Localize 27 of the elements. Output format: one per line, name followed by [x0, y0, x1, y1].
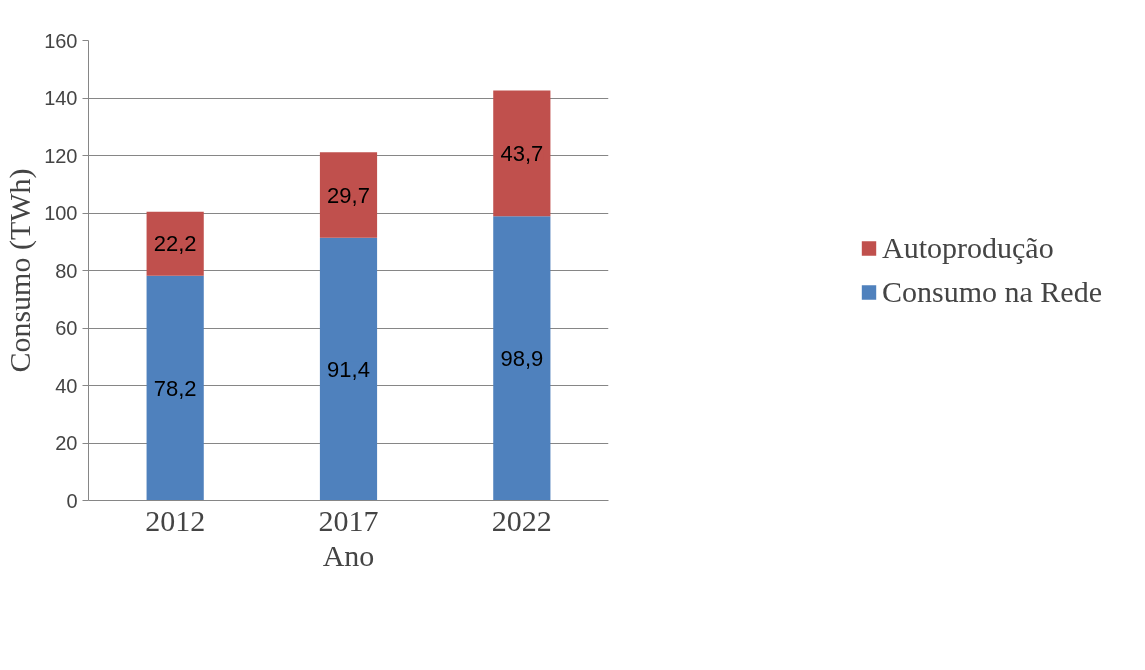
bar [319, 237, 378, 501]
data-label: 43,7 [500, 140, 544, 166]
y-tick-label: 60 [55, 317, 78, 339]
x-tick-label: 2022 [491, 503, 552, 537]
y-tick-label: 120 [44, 144, 78, 167]
y-axis-title: Consumo (TWh) [3, 168, 38, 373]
bar [319, 152, 378, 238]
y-tick-label: 100 [44, 202, 78, 224]
data-label: 91,4 [327, 356, 370, 382]
y-tick-label: 140 [44, 87, 78, 109]
data-label: 78,2 [153, 375, 197, 401]
legend-label: Autoprodução [882, 231, 1054, 265]
bar [146, 275, 204, 501]
y-tick-label: 20 [55, 432, 78, 454]
legend-label: Consumo na Rede [882, 275, 1102, 309]
x-tick-label: 2017 [318, 503, 379, 537]
y-tick-label: 0 [66, 489, 78, 512]
bar [493, 90, 551, 217]
y-tick-label: 160 [44, 29, 78, 52]
x-tick-label: 2012 [145, 503, 206, 537]
data-label: 29,7 [327, 182, 370, 208]
y-tick-label: 40 [55, 374, 78, 397]
y-tick-label: 80 [55, 259, 78, 282]
data-label: 98,9 [500, 345, 544, 371]
bar [493, 216, 551, 501]
data-label: 22,2 [153, 231, 197, 257]
x-axis-title: Ano [322, 538, 375, 572]
